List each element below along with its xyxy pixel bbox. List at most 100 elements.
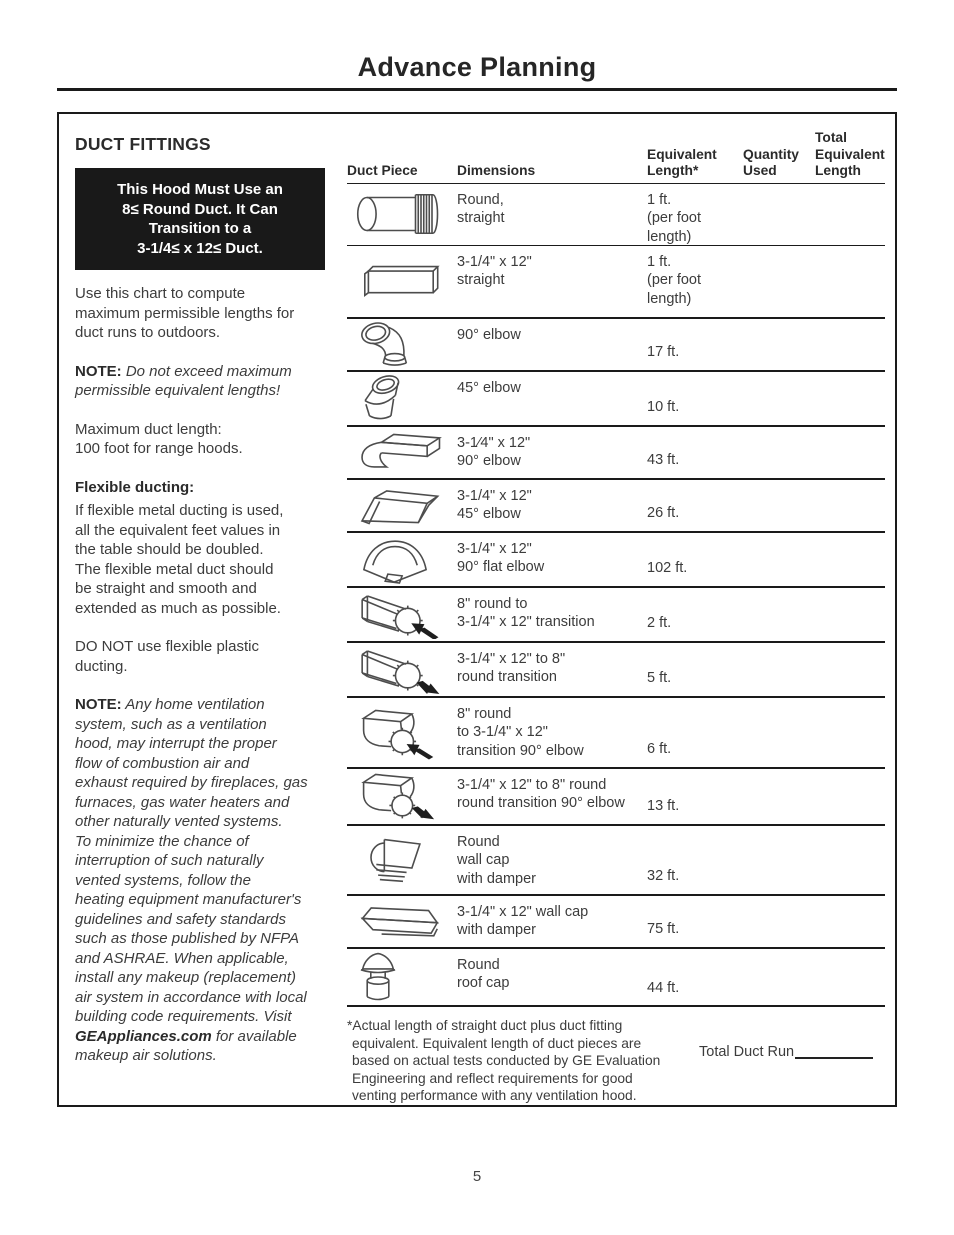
round-90-elbow-icon	[355, 320, 413, 368]
round-straight-duct-icon	[355, 191, 443, 237]
dimensions-cell: 8" round to 3-1/4" x 12" transition 90° …	[457, 705, 584, 759]
header-total-equivalent-length: Total Equivalent Length	[815, 130, 885, 178]
total-equivalent-cell	[815, 949, 885, 1006]
geappliances-link-text: GEAppliances.com	[75, 1027, 212, 1045]
dimensions-cell: 45° elbow	[457, 379, 521, 396]
equivalent-length-cell: 10 ft.	[647, 399, 680, 416]
duct-piece-cell	[347, 949, 457, 1006]
duct-piece-cell	[347, 246, 457, 317]
dimensions-cell: 8" round to 3-1/4" x 12" transition	[457, 595, 595, 631]
quantity-used-cell	[743, 949, 815, 1006]
duct-piece-cell	[347, 896, 457, 947]
total-equivalent-cell	[815, 896, 885, 947]
dimensions-cell: 3-1/4" x 12" 45° elbow	[457, 487, 532, 523]
round-roof-cap-icon	[355, 950, 401, 1004]
table-row: 3-1/4" x 12" 90° flat elbow 102 ft.	[347, 533, 885, 588]
quantity-used-cell	[743, 698, 815, 767]
note-label: NOTE:	[75, 362, 122, 380]
round-wall-cap-icon	[355, 832, 435, 888]
quantity-used-cell	[743, 643, 815, 696]
dimensions-cell: 3-1/4" x 12" 90° flat elbow	[457, 540, 545, 576]
duct-fittings-panel: DUCT FITTINGS This Hood Must Use an 8≤ R…	[57, 112, 897, 1107]
table-row: Round roof cap 44 ft.	[347, 949, 885, 1008]
header-duct-piece: Duct Piece	[347, 163, 418, 178]
equivalent-length-cell: 13 ft.	[647, 798, 680, 815]
rect-to-round-transition-90-elbow-icon	[355, 770, 435, 820]
equivalent-length-cell: 2 ft.	[647, 615, 672, 632]
quantity-used-cell	[743, 184, 815, 245]
page-title: Advance Planning	[357, 52, 597, 82]
footnote: *Actual length of straight duct plus duc…	[347, 1018, 661, 1104]
left-text-column: DUCT FITTINGS This Hood Must Use an 8≤ R…	[59, 114, 347, 1105]
rect-wall-cap-icon	[355, 901, 443, 941]
total-equivalent-cell	[815, 319, 885, 370]
total-equivalent-cell	[815, 533, 885, 586]
equivalent-length-cell: 17 ft.	[647, 344, 680, 361]
do-not-paragraph: DO NOT use flexible plastic ducting.	[75, 638, 259, 675]
note-tail: for available makeup air solutions.	[75, 1027, 297, 1065]
table-row: 3-1/4" x 12" 45° elbow 26 ft.	[347, 480, 885, 533]
quantity-used-cell	[743, 588, 815, 641]
header-dimensions: Dimensions	[457, 163, 536, 178]
round-45-elbow-icon	[355, 373, 409, 423]
note-ventilation: NOTE: Any home ventilation system, such …	[75, 695, 341, 1066]
quantity-used-cell	[743, 427, 815, 478]
round-to-rect-transition-90-elbow-icon	[355, 704, 434, 760]
max-duct-length: Maximum duct length: 100 foot for range …	[75, 420, 243, 458]
rect-45-elbow-icon	[355, 482, 443, 528]
total-duct-run: Total Duct Run	[699, 1017, 885, 1105]
duct-piece-cell	[347, 698, 457, 767]
equivalent-length-cell: 32 ft.	[647, 868, 680, 885]
quantity-used-cell	[743, 769, 815, 824]
header-equivalent-length: Equivalent Length*	[647, 146, 717, 179]
equivalent-length-cell: 44 ft.	[647, 979, 680, 996]
duct-requirement-notice: This Hood Must Use an 8≤ Round Duct. It …	[75, 168, 325, 270]
equivalent-length-cell: 102 ft.	[647, 560, 688, 577]
duct-piece-cell	[347, 372, 457, 425]
note-text: Any home ventilation system, such as a v…	[75, 696, 308, 1025]
dimensions-cell: 3-1/4" x 12" to 8" round round transitio…	[457, 776, 625, 812]
note-text: Do not exceed maximum permissible equiva…	[75, 362, 292, 400]
total-equivalent-cell	[815, 588, 885, 641]
duct-piece-cell	[347, 826, 457, 894]
quantity-used-cell	[743, 896, 815, 947]
equivalent-length-cell: 5 ft.	[647, 670, 672, 687]
rect-90-flat-elbow-icon	[355, 534, 435, 584]
rect-to-round-transition-icon	[355, 644, 440, 695]
dimensions-cell: Round, straight	[457, 191, 505, 227]
table-row: 8" round to 3-1/4" x 12" transition 2 ft…	[347, 588, 885, 643]
quantity-used-cell	[743, 372, 815, 425]
section-heading: DUCT FITTINGS	[75, 134, 211, 154]
total-equivalent-cell	[815, 184, 885, 245]
table-header: Duct Piece Dimensions Equivalent Length*…	[347, 130, 885, 184]
equivalent-length-cell: 26 ft.	[647, 505, 680, 522]
rect-straight-duct-icon	[355, 263, 443, 299]
dimensions-cell: 3-1/4" x 12" to 8" round transition	[457, 650, 566, 686]
quantity-used-cell	[743, 246, 815, 317]
table-row: 3-1/4" x 12" to 8" round round transitio…	[347, 769, 885, 826]
table-row: Round, straight 1 ft. (per foot length)	[347, 184, 885, 246]
quantity-used-cell	[743, 480, 815, 531]
duct-piece-cell	[347, 588, 457, 641]
flexible-ducting-heading: Flexible ducting:	[75, 478, 195, 496]
flexible-ducting-text: If flexible metal ducting is used, all t…	[75, 502, 284, 617]
table-footer: *Actual length of straight duct plus duc…	[347, 1007, 885, 1105]
table-row: 3-1/4" x 12" to 8" round transition 5 ft…	[347, 643, 885, 698]
total-equivalent-cell	[815, 480, 885, 531]
equivalent-length-cell: 1 ft. (per foot length)	[647, 253, 701, 307]
table-row: 90° elbow 17 ft.	[347, 319, 885, 372]
dimensions-cell: Round wall cap with damper	[457, 833, 536, 887]
equivalent-length-cell: 1 ft. (per foot length)	[647, 191, 701, 245]
note-max-lengths: NOTE: Do not exceed maximum permissible …	[75, 362, 341, 401]
table-row: 3-1/4" x 12" straight 1 ft. (per foot le…	[347, 246, 885, 319]
duct-piece-cell	[347, 427, 457, 478]
quantity-used-cell	[743, 533, 815, 586]
duct-piece-cell	[347, 319, 457, 370]
table-row: 8" round to 3-1/4" x 12" transition 90° …	[347, 698, 885, 769]
total-equivalent-cell	[815, 643, 885, 696]
rect-90-elbow-icon	[355, 430, 443, 474]
equivalent-length-cell: 43 ft.	[647, 452, 680, 469]
equivalent-length-cell: 6 ft.	[647, 741, 672, 758]
dimensions-cell: Round roof cap	[457, 956, 510, 992]
page-number: 5	[472, 1168, 482, 1185]
